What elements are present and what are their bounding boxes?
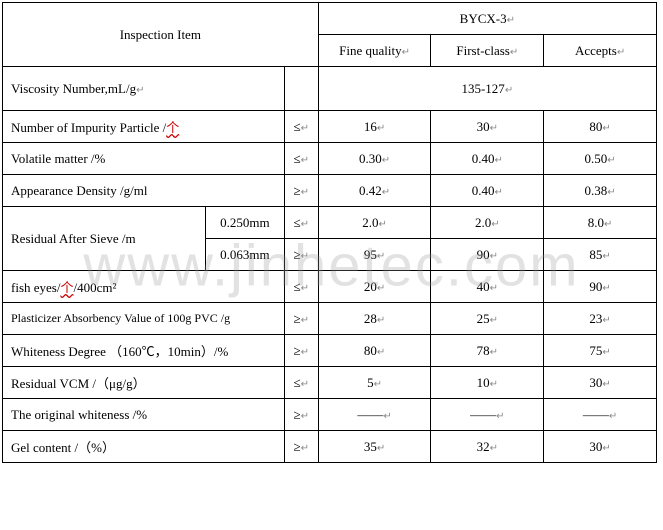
cell-v1: 16↵ [318, 111, 431, 143]
cell-v2: 10↵ [431, 367, 544, 399]
cell-v2: 2.0↵ [431, 207, 544, 239]
cell-v3: 0.38↵ [544, 175, 657, 207]
cell-v3: 30↵ [544, 431, 657, 463]
cell-v2: ——↵ [431, 399, 544, 431]
row-volatile: Volatile matter /% ≤↵ 0.30↵ 0.40↵ 0.50↵ [3, 143, 657, 175]
cell-v3: ——↵ [544, 399, 657, 431]
row-gel: Gel content /（%） ≥↵ 35↵ 32↵ 30↵ [3, 431, 657, 463]
row-orig-whiteness: The original whiteness /% ≥↵ ——↵ ——↵ ——↵ [3, 399, 657, 431]
row-plasticizer: Plasticizer Absorbency Value of 100g PVC… [3, 303, 657, 335]
cell-v1: ——↵ [318, 399, 431, 431]
cell-v1: 0.42↵ [318, 175, 431, 207]
cell-v1: 2.0↵ [318, 207, 431, 239]
row-vcm: Residual VCM /（μg/g） ≤↵ 5↵ 10↵ 30↵ [3, 367, 657, 399]
cell-v3: 90↵ [544, 271, 657, 303]
cell-v2: 0.40↵ [431, 143, 544, 175]
cell-v2: 40↵ [431, 271, 544, 303]
cell-op: ≤↵ [284, 271, 318, 303]
cell-v2: 0.40↵ [431, 175, 544, 207]
row-viscosity: Viscosity Number,mL/g↵ 135-127↵ [3, 67, 657, 111]
cell-label: Residual VCM /（μg/g） [3, 367, 285, 399]
cell-label: Volatile matter /% [3, 143, 285, 175]
header-accepts: Accepts↵ [544, 35, 657, 67]
cell-v1: 0.30↵ [318, 143, 431, 175]
cell-label: Appearance Density /g/ml [3, 175, 285, 207]
cell-v1: 20↵ [318, 271, 431, 303]
cell-label: Number of Impurity Particle /个 [3, 111, 285, 143]
cell-op: ≥↵ [284, 303, 318, 335]
cell-op: ≤↵ [284, 111, 318, 143]
cell-label: fish eyes/个/400cm² [3, 271, 285, 303]
cell-v3: 0.50↵ [544, 143, 657, 175]
cell-op: ≥↵ [284, 175, 318, 207]
cell-v3: 80↵ [544, 111, 657, 143]
cell-v1: 28↵ [318, 303, 431, 335]
cell-v1: 5↵ [318, 367, 431, 399]
cell-op: ≥↵ [284, 431, 318, 463]
cell-v3: 30↵ [544, 367, 657, 399]
cell-label: Residual After Sieve /m [3, 207, 206, 271]
cell-op: ≥↵ [284, 239, 318, 271]
row-whiteness: Whiteness Degree （160℃，10min）/% ≥↵ 80↵ 7… [3, 335, 657, 367]
cell-sub: 0.063mm [205, 239, 284, 271]
header-fine: Fine quality↵ [318, 35, 431, 67]
cell-op [284, 67, 318, 111]
cell-op: ≥↵ [284, 399, 318, 431]
cell-v2: 32↵ [431, 431, 544, 463]
cell-v1: 80↵ [318, 335, 431, 367]
cell-v2: 30↵ [431, 111, 544, 143]
cell-v2: 90↵ [431, 239, 544, 271]
header-product: BYCX-3↵ [318, 3, 656, 35]
header-inspection-label: Inspection Item [120, 27, 201, 42]
cell-op: ≤↵ [284, 143, 318, 175]
cell-v3: 85↵ [544, 239, 657, 271]
cell-op: ≤↵ [284, 367, 318, 399]
cell-v1: 35↵ [318, 431, 431, 463]
cell-label: Viscosity Number,mL/g↵ [3, 67, 285, 111]
spec-table: Inspection Item BYCX-3↵ Fine quality↵ Fi… [2, 2, 657, 463]
cell-label: The original whiteness /% [3, 399, 285, 431]
cell-op: ≤↵ [284, 207, 318, 239]
cell-v3: 75↵ [544, 335, 657, 367]
cell-v3: 23↵ [544, 303, 657, 335]
row-sieve-1: Residual After Sieve /m 0.250mm ≤↵ 2.0↵ … [3, 207, 657, 239]
cell-v2: 78↵ [431, 335, 544, 367]
cell-label: Gel content /（%） [3, 431, 285, 463]
header-inspection: Inspection Item [3, 3, 319, 67]
cell-v1: 95↵ [318, 239, 431, 271]
cell-label: Whiteness Degree （160℃，10min）/% [3, 335, 285, 367]
row-density: Appearance Density /g/ml ≥↵ 0.42↵ 0.40↵ … [3, 175, 657, 207]
cell-v3: 8.0↵ [544, 207, 657, 239]
cell-value-span: 135-127↵ [318, 67, 656, 111]
row-fisheyes: fish eyes/个/400cm² ≤↵ 20↵ 40↵ 90↵ [3, 271, 657, 303]
cell-op: ≥↵ [284, 335, 318, 367]
row-impurity: Number of Impurity Particle /个 ≤↵ 16↵ 30… [3, 111, 657, 143]
cell-label: Plasticizer Absorbency Value of 100g PVC… [3, 303, 285, 335]
header-first: First-class↵ [431, 35, 544, 67]
cell-v2: 25↵ [431, 303, 544, 335]
cell-sub: 0.250mm [205, 207, 284, 239]
